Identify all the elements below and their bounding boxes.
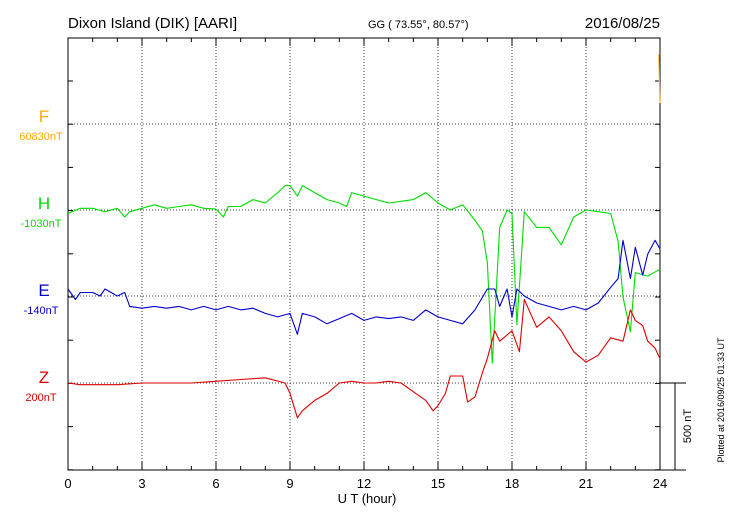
series-line-e (67, 239, 661, 335)
channel-baseline-f: 60830nT (19, 131, 63, 143)
x-tick-label: 18 (505, 476, 519, 491)
channel-label-f: F (39, 107, 49, 126)
series-line-z (67, 298, 661, 419)
x-tick-label: 12 (357, 476, 371, 491)
plotted-at-note: Plotted at 2016/09/25 01:33 UT (716, 337, 726, 463)
scale-bar: 500 nT (660, 382, 694, 471)
channel-baseline-e: -140nT (24, 305, 59, 317)
x-axis-label: U T (hour) (338, 491, 397, 506)
x-tick-labels: 0 3 6 9 12 15 18 21 24 (64, 476, 667, 491)
scale-bar-label: 500 nT (682, 409, 694, 444)
x-tick-label: 24 (653, 476, 667, 491)
series-line-h (67, 185, 661, 364)
x-tick-label: 9 (286, 476, 293, 491)
channel-baseline-h: -1030nT (21, 218, 62, 230)
x-tick-label: 21 (579, 476, 593, 491)
channel-labels: F 60830nT H -1030nT E -140nT Z 200nT (19, 107, 63, 404)
station-coords: GG ( 73.55°, 80.57°) (368, 19, 469, 31)
channel-label-h: H (38, 194, 50, 213)
grid-lines (68, 38, 660, 470)
series-line-f (658, 54, 661, 104)
x-tick-label: 3 (138, 476, 145, 491)
channel-baseline-z: 200nT (25, 392, 56, 404)
chart-date: 2016/08/25 (585, 15, 660, 32)
channel-label-z: Z (39, 368, 49, 387)
x-tick-label: 6 (212, 476, 219, 491)
channel-label-e: E (38, 281, 49, 300)
station-title: Dixon Island (DIK) [AARI] (68, 15, 237, 32)
x-tick-label: 15 (431, 476, 445, 491)
series-layer (67, 54, 661, 419)
x-tick-label: 0 (64, 476, 71, 491)
